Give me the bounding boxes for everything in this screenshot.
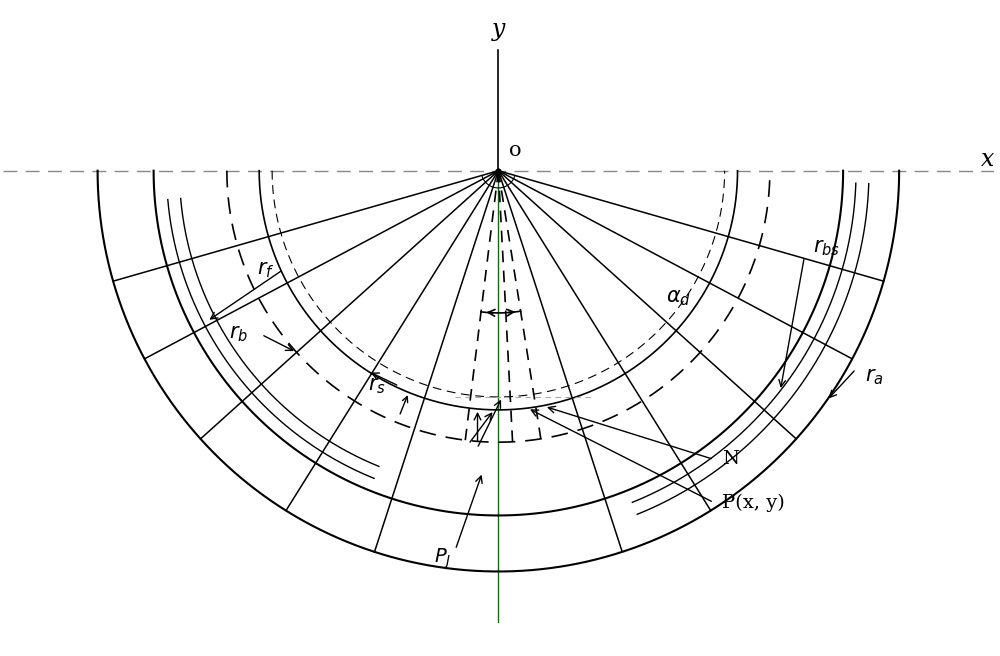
Text: $\alpha_d$: $\alpha_d$	[666, 288, 692, 308]
Text: $r_f$: $r_f$	[257, 260, 274, 279]
Text: $P_J$: $P_J$	[434, 546, 451, 571]
Text: $r_{bs}$: $r_{bs}$	[813, 239, 840, 258]
Text: $r_s$: $r_s$	[368, 377, 386, 396]
Text: o: o	[509, 141, 522, 160]
Text: x: x	[981, 148, 994, 171]
Text: P(x, y): P(x, y)	[722, 493, 785, 512]
Text: y: y	[492, 18, 505, 41]
Text: N: N	[722, 451, 739, 468]
Text: $r_a$: $r_a$	[865, 368, 883, 387]
Text: $r_b$: $r_b$	[229, 325, 248, 344]
